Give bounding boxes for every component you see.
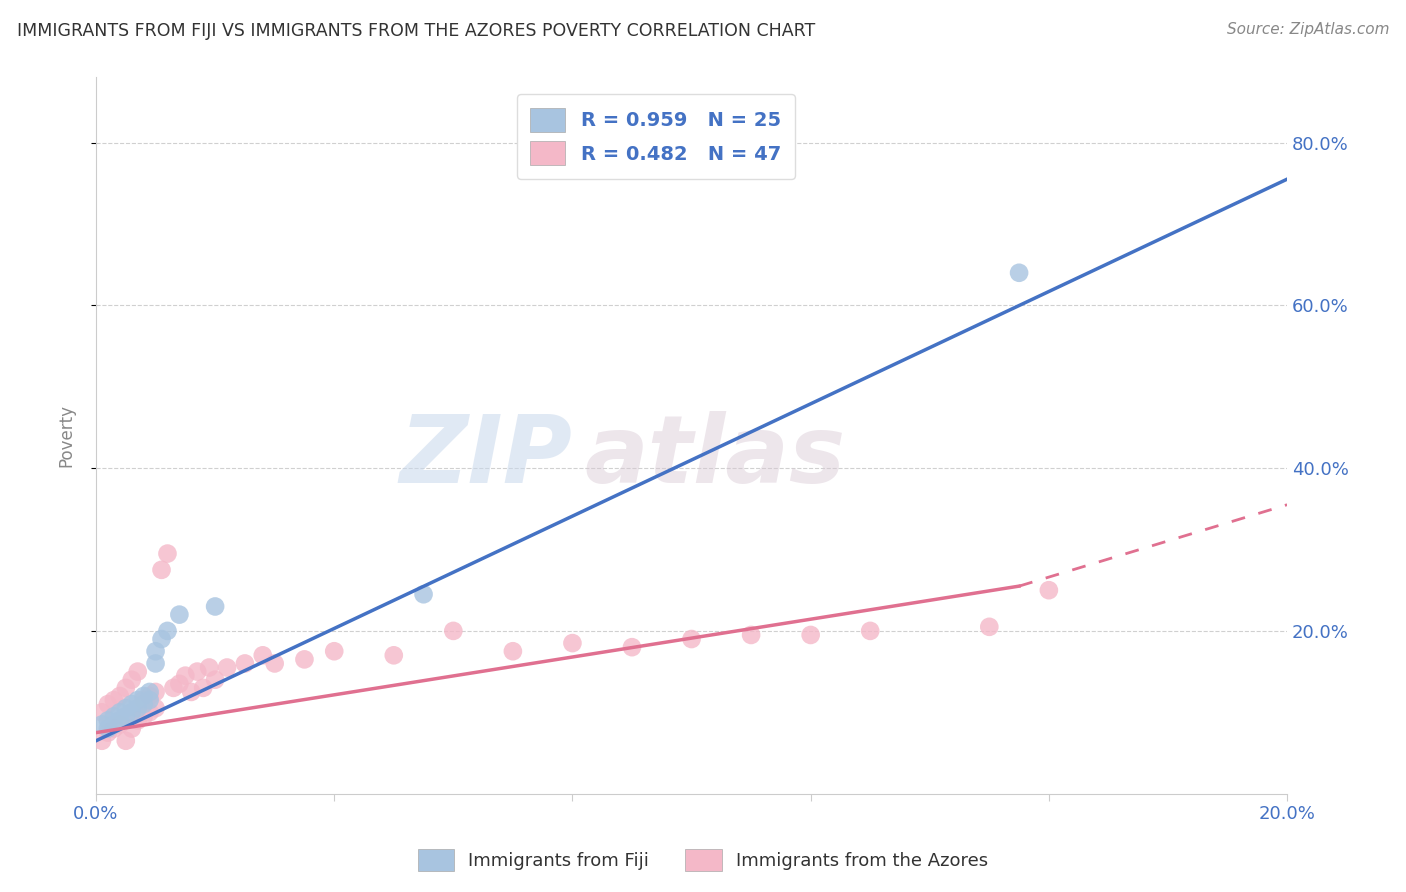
Point bbox=[127, 665, 149, 679]
Point bbox=[103, 693, 125, 707]
Point bbox=[412, 587, 434, 601]
Point bbox=[121, 722, 143, 736]
Point bbox=[263, 657, 285, 671]
Point bbox=[138, 693, 160, 707]
Point bbox=[127, 701, 149, 715]
Point bbox=[132, 693, 155, 707]
Point bbox=[127, 693, 149, 707]
Point bbox=[108, 717, 131, 731]
Point bbox=[859, 624, 882, 638]
Point bbox=[132, 697, 155, 711]
Point bbox=[138, 685, 160, 699]
Point bbox=[121, 697, 143, 711]
Legend: R = 0.959   N = 25, R = 0.482   N = 47: R = 0.959 N = 25, R = 0.482 N = 47 bbox=[517, 95, 794, 178]
Point bbox=[441, 624, 464, 638]
Point bbox=[114, 709, 136, 723]
Point bbox=[323, 644, 346, 658]
Point bbox=[156, 547, 179, 561]
Point bbox=[114, 733, 136, 747]
Point bbox=[132, 709, 155, 723]
Point bbox=[193, 681, 215, 695]
Point bbox=[502, 644, 524, 658]
Point bbox=[91, 706, 114, 720]
Point bbox=[169, 607, 191, 622]
Point bbox=[1038, 583, 1060, 598]
Point bbox=[132, 689, 155, 703]
Point bbox=[145, 685, 167, 699]
Point bbox=[97, 722, 120, 736]
Point bbox=[138, 689, 160, 703]
Point bbox=[174, 668, 197, 682]
Point bbox=[97, 725, 120, 739]
Point bbox=[114, 681, 136, 695]
Point bbox=[145, 657, 167, 671]
Point bbox=[186, 665, 208, 679]
Point bbox=[1008, 266, 1031, 280]
Point bbox=[150, 632, 173, 646]
Point bbox=[91, 717, 114, 731]
Point bbox=[198, 660, 221, 674]
Point bbox=[150, 563, 173, 577]
Point bbox=[620, 640, 643, 655]
Point bbox=[145, 701, 167, 715]
Point bbox=[979, 620, 1001, 634]
Point bbox=[145, 644, 167, 658]
Legend: Immigrants from Fiji, Immigrants from the Azores: Immigrants from Fiji, Immigrants from th… bbox=[411, 842, 995, 879]
Point bbox=[127, 714, 149, 728]
Point bbox=[103, 717, 125, 731]
Point bbox=[138, 706, 160, 720]
Point bbox=[108, 714, 131, 728]
Point bbox=[121, 706, 143, 720]
Point bbox=[800, 628, 823, 642]
Point bbox=[382, 648, 405, 663]
Point bbox=[108, 706, 131, 720]
Text: atlas: atlas bbox=[585, 411, 845, 503]
Point bbox=[114, 701, 136, 715]
Point bbox=[162, 681, 184, 695]
Y-axis label: Poverty: Poverty bbox=[58, 404, 75, 467]
Point bbox=[169, 677, 191, 691]
Point bbox=[108, 689, 131, 703]
Point bbox=[180, 685, 202, 699]
Point bbox=[681, 632, 703, 646]
Point bbox=[156, 624, 179, 638]
Point bbox=[740, 628, 762, 642]
Point bbox=[252, 648, 274, 663]
Text: IMMIGRANTS FROM FIJI VS IMMIGRANTS FROM THE AZORES POVERTY CORRELATION CHART: IMMIGRANTS FROM FIJI VS IMMIGRANTS FROM … bbox=[17, 22, 815, 40]
Point bbox=[294, 652, 316, 666]
Point bbox=[97, 714, 120, 728]
Text: Source: ZipAtlas.com: Source: ZipAtlas.com bbox=[1226, 22, 1389, 37]
Point bbox=[91, 733, 114, 747]
Point bbox=[215, 660, 238, 674]
Point bbox=[561, 636, 583, 650]
Point bbox=[121, 673, 143, 687]
Point bbox=[233, 657, 256, 671]
Point bbox=[97, 697, 120, 711]
Point bbox=[103, 722, 125, 736]
Point bbox=[204, 599, 226, 614]
Text: ZIP: ZIP bbox=[399, 411, 572, 503]
Point bbox=[204, 673, 226, 687]
Point bbox=[103, 709, 125, 723]
